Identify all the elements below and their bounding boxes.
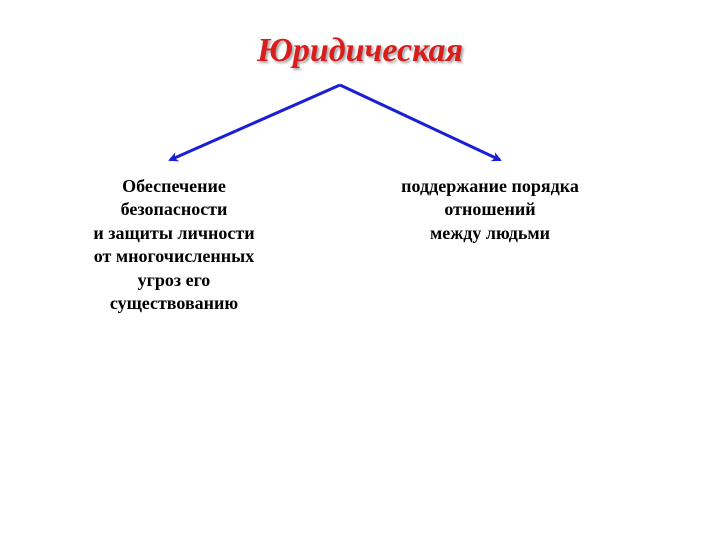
branch-left-text: Обеспечение безопасности и защиты личнос…: [54, 175, 294, 315]
branch-arrows: [0, 0, 720, 200]
arrow-right: [340, 85, 500, 160]
branch-right-text: поддержание порядка отношений между людь…: [370, 175, 610, 245]
arrow-left: [170, 85, 340, 160]
